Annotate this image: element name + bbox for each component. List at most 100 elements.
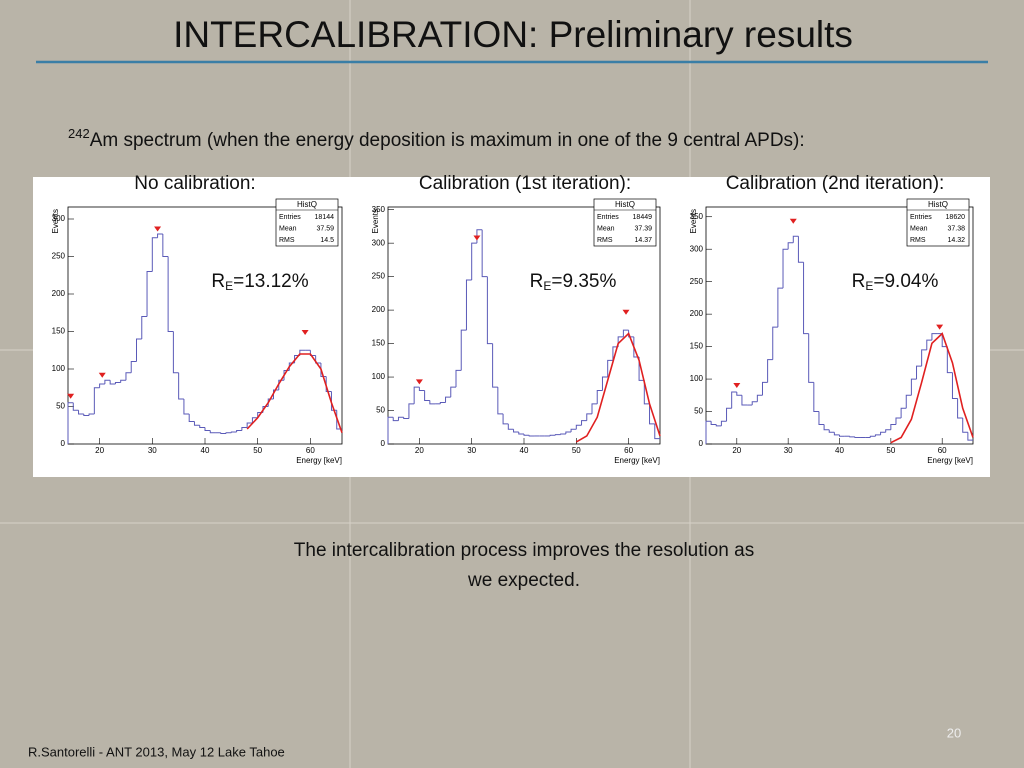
histogram-bin: [643, 380, 650, 405]
histogram-bin: [230, 431, 237, 433]
histogram-bin: [787, 242, 794, 250]
x-tick-label: 30: [467, 446, 476, 455]
resolution-subscript: E: [865, 279, 873, 293]
histogram-bin: [273, 389, 279, 399]
histogram-bin: [869, 435, 876, 438]
histogram-bin: [565, 431, 572, 434]
y-axis-label: Events: [51, 209, 60, 233]
x-axis-label: Energy [keV]: [927, 456, 973, 465]
histogram-bin: [320, 363, 327, 377]
histogram-bin: [726, 407, 732, 422]
stats-key: Entries: [597, 214, 619, 221]
peak-marker: [473, 235, 481, 241]
histogram-bin: [946, 346, 953, 374]
histogram-bin: [833, 432, 840, 436]
stats-value: 14.5: [320, 237, 334, 244]
histogram-bin: [575, 424, 582, 430]
resolution-symbol: R: [211, 271, 225, 292]
histogram-bin: [962, 418, 968, 433]
y-tick-label: 150: [690, 342, 704, 351]
stats-value: 37.38: [947, 225, 965, 232]
peak-marker: [789, 218, 797, 224]
histogram-bin: [554, 434, 561, 436]
resolution-subscript: E: [225, 279, 233, 293]
histogram-bin: [649, 403, 655, 425]
histogram-bin: [622, 329, 629, 337]
histogram-bin: [199, 425, 205, 428]
resolution-label: RE=9.04%: [852, 271, 939, 293]
histogram-bin: [309, 350, 316, 356]
histogram-bin: [246, 422, 253, 428]
y-tick-label: 200: [52, 289, 66, 298]
x-tick-label: 50: [253, 446, 262, 455]
stats-value: 37.59: [316, 225, 334, 232]
histogram-bin: [497, 387, 504, 415]
histogram-bin: [188, 414, 195, 422]
histogram-bin: [141, 316, 148, 339]
histogram-bin: [523, 433, 530, 436]
histogram-bin: [225, 432, 232, 434]
y-tick-label: 250: [372, 272, 386, 281]
resolution-subscript: E: [543, 279, 551, 293]
histogram-bin: [710, 421, 717, 426]
histogram-bin: [209, 430, 216, 434]
histogram-bin: [99, 383, 105, 388]
histogram-bin: [93, 387, 100, 414]
histogram-bin: [450, 386, 456, 398]
histogram-bin: [586, 413, 592, 421]
histogram-bin: [828, 429, 835, 433]
histogram-bin: [803, 262, 809, 335]
y-tick-label: 150: [52, 327, 66, 336]
histogram-bin: [654, 423, 660, 440]
x-tick-label: 40: [835, 446, 844, 455]
histogram-bin: [596, 389, 603, 404]
stats-key: Entries: [910, 214, 932, 221]
histogram-bin: [114, 382, 121, 384]
histogram-bin: [507, 423, 514, 430]
histogram-bin: [895, 417, 902, 425]
y-tick-label: 50: [56, 402, 65, 411]
panel-label: Calibration (1st iteration):: [419, 173, 631, 194]
stats-key: Mean: [279, 225, 297, 232]
histogram-bin: [601, 376, 608, 391]
x-tick-label: 60: [624, 446, 633, 455]
y-tick-label: 150: [372, 339, 386, 348]
stats-key: Mean: [910, 225, 928, 232]
y-tick-label: 50: [376, 406, 385, 415]
conclusion-line: The intercalibration process improves th…: [294, 540, 754, 561]
peak-marker: [733, 383, 741, 389]
histogram-bin: [325, 376, 332, 392]
histogram-bin: [418, 387, 425, 391]
peak-marker: [98, 372, 106, 378]
histogram-bin: [890, 424, 896, 430]
histogram-bin: [471, 242, 477, 280]
histogram-bin: [591, 403, 598, 414]
fit-curve: [890, 332, 974, 444]
histogram-bin: [638, 356, 645, 381]
histogram-bin: [481, 229, 488, 278]
histogram-bin: [715, 424, 722, 427]
stats-value: 14.37: [634, 237, 652, 244]
stats-box: [275, 198, 339, 247]
stats-value: 37.39: [634, 225, 652, 232]
histogram-bin: [570, 428, 577, 432]
peak-marker: [67, 393, 75, 399]
histogram-bin: [403, 417, 409, 420]
histogram-bin: [910, 378, 917, 396]
superscript: 242: [68, 126, 90, 141]
histogram-bin: [241, 427, 248, 431]
histogram-bin: [486, 276, 493, 345]
histogram-bin: [782, 248, 789, 289]
y-tick-label: 200: [690, 309, 704, 318]
histogram-bin: [330, 391, 337, 411]
histogram-bin: [408, 403, 415, 419]
histogram-bin: [880, 431, 886, 435]
histogram-bin: [921, 349, 927, 367]
stats-value: 18144: [315, 214, 335, 221]
y-axis-label: Events: [371, 209, 380, 233]
histogram-bin: [777, 287, 784, 328]
histogram-bin: [513, 429, 519, 433]
histogram-bin: [720, 420, 727, 426]
panel-label: Calibration (2nd iteration):: [726, 173, 945, 194]
stats-value: 14.32: [947, 237, 965, 244]
